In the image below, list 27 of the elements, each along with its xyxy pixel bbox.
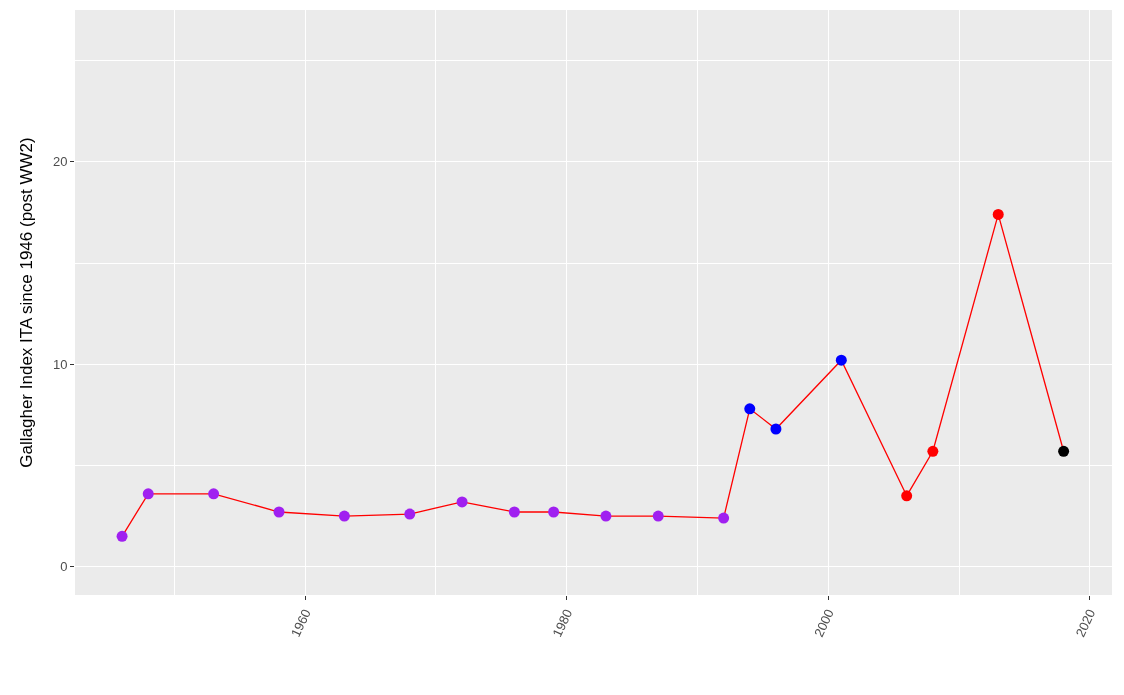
x-tick-label: 2000 xyxy=(811,606,837,640)
point xyxy=(835,354,847,366)
y-axis-title: Gallagher Index ITA since 1946 (post WW2) xyxy=(17,137,37,468)
point xyxy=(718,512,730,524)
y-tick-label: 20 xyxy=(52,154,68,170)
point xyxy=(901,490,913,502)
y-tick-label: 10 xyxy=(52,356,68,372)
point xyxy=(770,423,782,435)
point xyxy=(116,530,128,542)
point xyxy=(208,488,220,500)
point xyxy=(404,508,416,520)
x-tick-label: 2020 xyxy=(1072,606,1099,640)
x-tick-label: 1960 xyxy=(287,606,314,640)
point xyxy=(652,510,664,522)
y-tick-label: 0 xyxy=(60,559,68,575)
point xyxy=(338,510,350,522)
point xyxy=(548,506,560,518)
point xyxy=(142,488,154,500)
point xyxy=(273,506,285,518)
point xyxy=(600,510,612,522)
point xyxy=(508,506,520,518)
point xyxy=(1058,445,1070,457)
point xyxy=(992,208,1004,220)
point xyxy=(744,403,756,415)
point xyxy=(456,496,468,508)
x-tick-label: 1980 xyxy=(549,606,576,640)
point xyxy=(927,445,939,457)
